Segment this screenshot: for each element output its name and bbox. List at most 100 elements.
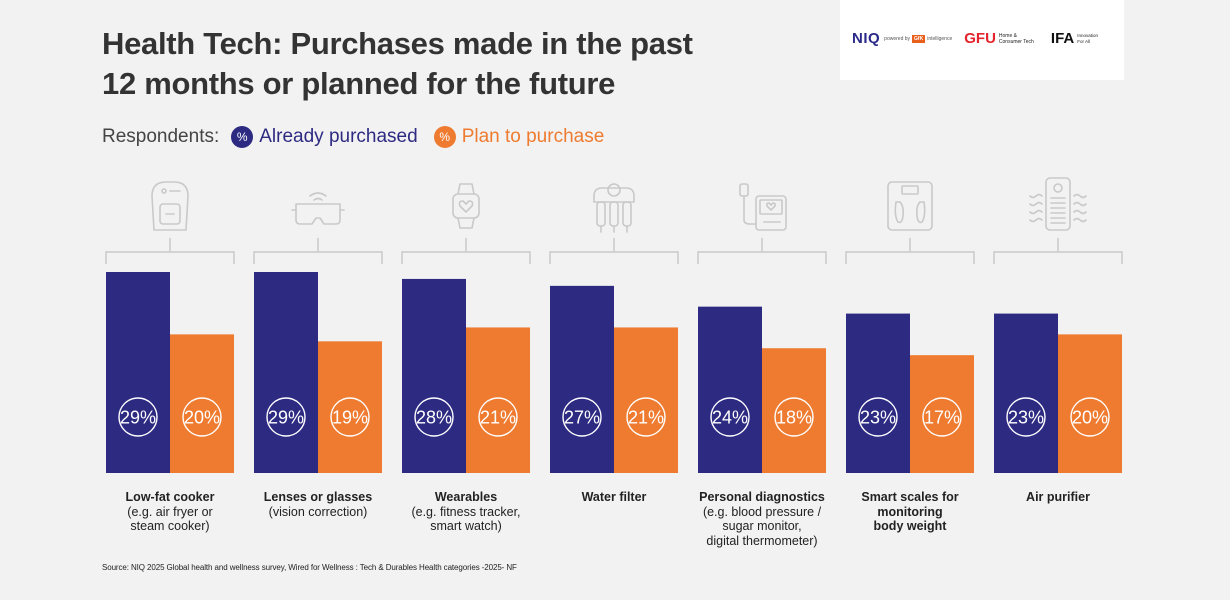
ifa-logo: IFA <box>1050 30 1075 47</box>
bar-plan-to-purchase <box>762 348 826 473</box>
category-name: Low-fat cooker <box>125 490 215 504</box>
bar-plan-to-purchase <box>170 334 234 473</box>
data-label-circle <box>1006 397 1046 437</box>
bar-plan-to-purchase <box>910 355 974 473</box>
data-label-circle <box>118 397 158 437</box>
legend: Respondents: % Already purchased % Plan … <box>102 126 620 148</box>
air-fryer-icon <box>151 181 189 231</box>
bar-already-purchased <box>402 278 466 473</box>
legend-item-label: Already purchased <box>259 126 418 147</box>
bar-already-purchased <box>254 272 318 473</box>
category-name: body weight <box>873 519 947 533</box>
gfk-logo: GfK <box>912 34 926 43</box>
category-name: Water filter <box>581 490 647 504</box>
category-description: (vision correction) <box>268 504 368 519</box>
bar-already-purchased <box>106 272 170 473</box>
category-name: Personal diagnostics <box>699 490 825 504</box>
source-note: Source: NIQ 2025 Global health and welln… <box>102 563 517 572</box>
data-label-circle <box>1070 397 1110 437</box>
data-label: 21% <box>628 408 664 428</box>
legend-item-label: Plan to purchase <box>461 126 605 147</box>
percent-badge-icon: % <box>433 126 456 148</box>
page-title: Health Tech: Purchases made in the past … <box>102 24 762 104</box>
data-label: 27% <box>564 408 600 428</box>
gfu-subtitle: Home & Consumer Tech <box>998 32 1034 45</box>
data-label-circle <box>858 397 898 437</box>
data-label: 17% <box>924 408 960 428</box>
group-bracket <box>697 238 827 264</box>
data-label: 29% <box>120 408 156 428</box>
smart-scale-icon <box>887 181 933 231</box>
category-description: (e.g. air fryer or <box>127 504 213 519</box>
title-line-2: 12 months or planned for the future <box>102 66 616 101</box>
legend-label: Respondents: <box>102 126 220 147</box>
bar-already-purchased <box>994 313 1058 473</box>
blood-pressure-monitor-icon <box>739 183 787 231</box>
bar-already-purchased <box>550 285 614 473</box>
data-label: 28% <box>416 408 452 428</box>
data-label: 24% <box>712 408 748 428</box>
gfu-logo: GFU <box>964 30 996 47</box>
powered-by-text: powered by GfK intelligence <box>884 34 953 43</box>
intelligence-label: intelligence <box>927 35 953 42</box>
data-label-circle <box>330 397 370 437</box>
powered-by-label: powered by <box>884 35 911 42</box>
data-label-circle <box>182 397 222 437</box>
legend-item-plan-to-purchase: % Plan to purchase <box>433 126 605 148</box>
category-label: Water filter <box>539 490 689 505</box>
bar-plan-to-purchase <box>1058 334 1122 473</box>
category-name: Lenses or glasses <box>263 490 373 504</box>
data-label-circle <box>922 397 962 437</box>
legend-item-already-purchased: % Already purchased <box>231 126 418 148</box>
smartwatch-icon <box>452 183 480 229</box>
category-label: Smart scales for monitoring body weight <box>835 490 985 534</box>
data-label: 18% <box>776 408 812 428</box>
data-label: 20% <box>1072 408 1108 428</box>
logo-panel: NIQ powered by GfK intelligence GFU Home… <box>840 0 1124 80</box>
data-label: 23% <box>1008 408 1044 428</box>
category-description: sugar monitor, <box>722 519 802 533</box>
group-bracket <box>401 238 531 264</box>
data-label: 20% <box>184 408 220 428</box>
bar-already-purchased <box>698 306 762 473</box>
bar-already-purchased <box>846 313 910 473</box>
bar-plan-to-purchase <box>614 327 678 473</box>
category-label: Lenses or glasses (vision correction) <box>243 490 393 519</box>
data-label: 21% <box>480 408 516 428</box>
group-bracket <box>105 238 235 264</box>
category-description: steam cooker) <box>130 519 210 533</box>
category-name: Air purifier <box>1026 490 1090 504</box>
air-purifier-icon <box>1029 177 1087 231</box>
category-name: Smart scales for <box>861 490 959 504</box>
data-label-circle <box>774 397 814 437</box>
category-label: Low-fat cooker (e.g. air fryer or steam co… <box>95 490 245 534</box>
category-label: Air purifier <box>983 490 1133 505</box>
category-name: monitoring <box>877 504 943 519</box>
category-description: digital thermometer) <box>706 533 818 548</box>
data-label-circle <box>266 397 306 437</box>
vr-glasses-icon <box>291 192 345 225</box>
group-bracket <box>549 238 679 264</box>
water-filter-icon <box>593 183 635 233</box>
title-line-1: Health Tech: Purchases made in the past <box>102 26 693 61</box>
category-description: (e.g. blood pressure / <box>702 504 822 519</box>
data-label-circle <box>478 397 518 437</box>
bar-plan-to-purchase <box>466 327 530 473</box>
data-label-circle <box>562 397 602 437</box>
data-label-circle <box>710 397 750 437</box>
data-label: 29% <box>268 408 304 428</box>
data-label-circle <box>414 397 454 437</box>
data-label: 19% <box>332 408 368 428</box>
ifa-subtitle: Innovation For All <box>1077 33 1099 44</box>
group-bracket <box>253 238 383 264</box>
bar-plan-to-purchase <box>318 341 382 473</box>
data-label: 23% <box>860 408 896 428</box>
category-description: smart watch) <box>430 519 502 533</box>
category-label: Personal diagnostics (e.g. blood pressure… <box>687 490 837 548</box>
data-label-circle <box>626 397 666 437</box>
group-bracket <box>845 238 975 264</box>
category-description: (e.g. fitness tracker, <box>411 504 521 519</box>
percent-badge-icon: % <box>231 126 254 148</box>
category-name: Wearables <box>434 490 498 504</box>
